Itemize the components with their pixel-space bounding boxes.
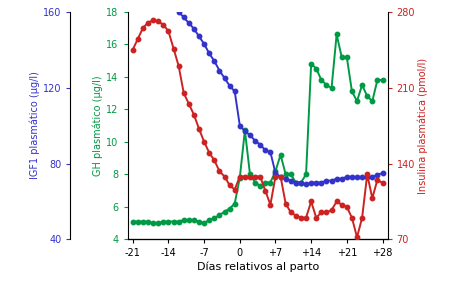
Y-axis label: GH plasmático (µg/l): GH plasmático (µg/l) [93, 75, 103, 176]
X-axis label: Días relativos al parto: Días relativos al parto [196, 261, 318, 272]
Y-axis label: Insulina plasmática (pmol/l): Insulina plasmática (pmol/l) [417, 58, 427, 194]
Y-axis label: IGF1 plasmático (µg/l): IGF1 plasmático (µg/l) [30, 72, 40, 180]
